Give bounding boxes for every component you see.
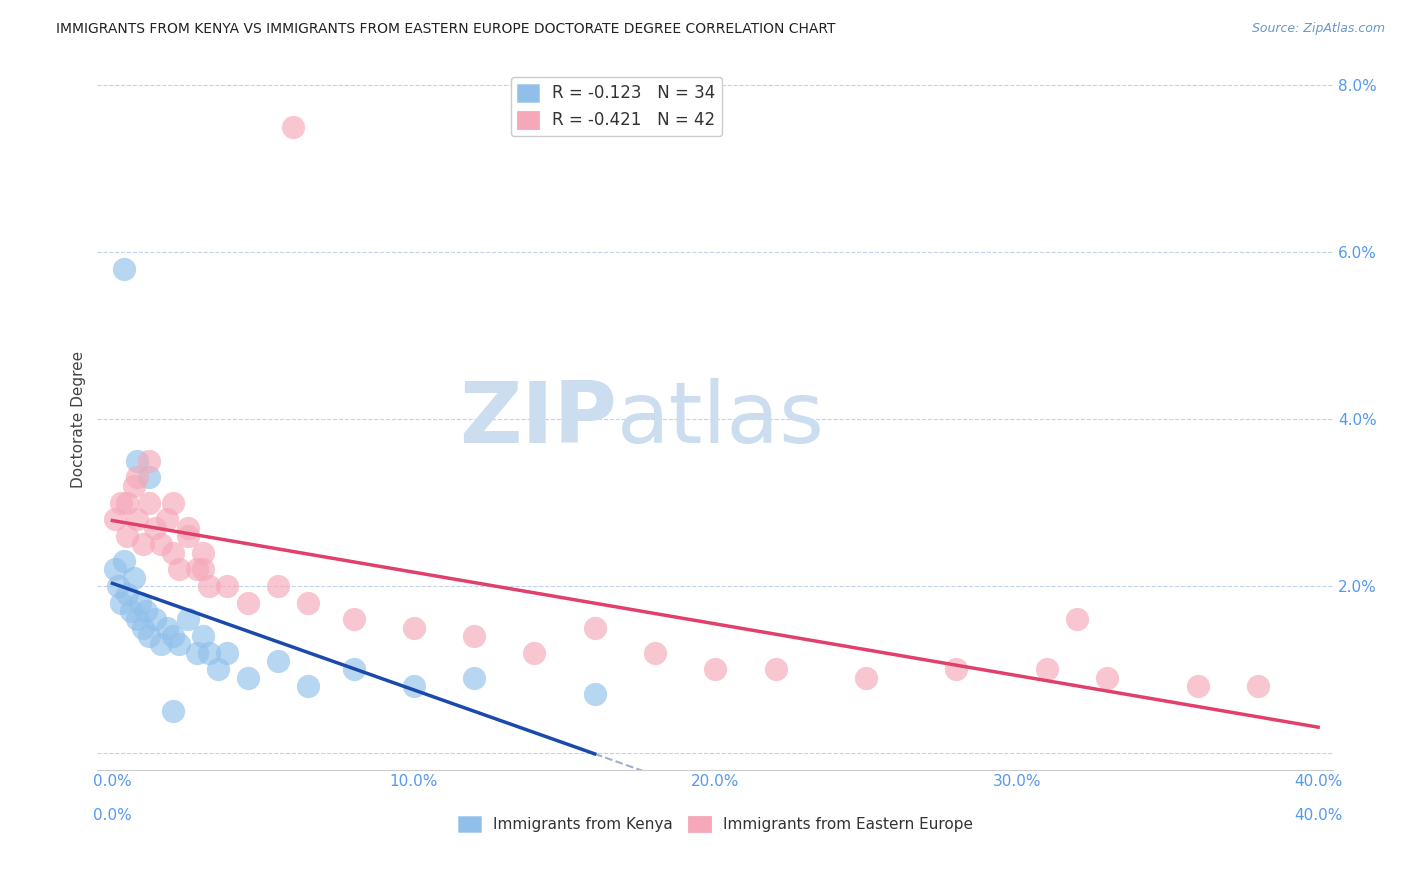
- Point: [117, 529, 139, 543]
- Point: [162, 629, 184, 643]
- Point: [191, 629, 214, 643]
- Point: [342, 612, 364, 626]
- Point: [463, 629, 485, 643]
- Point: [117, 587, 139, 601]
- Point: [110, 495, 132, 509]
- Point: [236, 671, 259, 685]
- Point: [186, 562, 208, 576]
- Point: [125, 470, 148, 484]
- Point: [1095, 671, 1118, 685]
- Point: [114, 554, 136, 568]
- Point: [149, 637, 172, 651]
- Point: [191, 562, 214, 576]
- Point: [162, 704, 184, 718]
- Point: [167, 637, 190, 651]
- Point: [1247, 679, 1270, 693]
- Point: [402, 679, 425, 693]
- Point: [138, 495, 160, 509]
- Point: [177, 612, 200, 626]
- Point: [177, 529, 200, 543]
- Point: [156, 621, 179, 635]
- Point: [125, 512, 148, 526]
- Point: [1187, 679, 1209, 693]
- Point: [215, 646, 238, 660]
- Point: [402, 621, 425, 635]
- Point: [162, 545, 184, 559]
- Point: [342, 662, 364, 676]
- Point: [143, 520, 166, 534]
- Point: [125, 454, 148, 468]
- Point: [583, 688, 606, 702]
- Point: [855, 671, 877, 685]
- Point: [143, 612, 166, 626]
- Point: [297, 596, 319, 610]
- Point: [114, 261, 136, 276]
- Point: [122, 571, 145, 585]
- Text: 0.0%: 0.0%: [93, 808, 132, 823]
- Point: [107, 579, 129, 593]
- Point: [135, 604, 157, 618]
- Point: [149, 537, 172, 551]
- Point: [186, 646, 208, 660]
- Point: [463, 671, 485, 685]
- Point: [122, 479, 145, 493]
- Point: [128, 596, 150, 610]
- Point: [945, 662, 967, 676]
- Point: [162, 495, 184, 509]
- Point: [523, 646, 546, 660]
- Text: IMMIGRANTS FROM KENYA VS IMMIGRANTS FROM EASTERN EUROPE DOCTORATE DEGREE CORRELA: IMMIGRANTS FROM KENYA VS IMMIGRANTS FROM…: [56, 22, 835, 37]
- Point: [191, 545, 214, 559]
- Point: [138, 454, 160, 468]
- Point: [104, 512, 127, 526]
- Point: [704, 662, 727, 676]
- Y-axis label: Doctorate Degree: Doctorate Degree: [72, 351, 86, 488]
- Point: [267, 579, 290, 593]
- Point: [236, 596, 259, 610]
- Text: ZIP: ZIP: [458, 377, 616, 460]
- Point: [198, 646, 221, 660]
- Point: [283, 120, 305, 134]
- Point: [125, 612, 148, 626]
- Text: 40.0%: 40.0%: [1294, 808, 1343, 823]
- Point: [1066, 612, 1088, 626]
- Point: [765, 662, 787, 676]
- Point: [117, 495, 139, 509]
- Point: [297, 679, 319, 693]
- Text: atlas: atlas: [616, 377, 824, 460]
- Point: [198, 579, 221, 593]
- Point: [644, 646, 666, 660]
- Point: [1036, 662, 1059, 676]
- Point: [207, 662, 229, 676]
- Point: [583, 621, 606, 635]
- Point: [177, 520, 200, 534]
- Text: Source: ZipAtlas.com: Source: ZipAtlas.com: [1251, 22, 1385, 36]
- Point: [138, 629, 160, 643]
- Point: [138, 470, 160, 484]
- Point: [104, 562, 127, 576]
- Point: [110, 596, 132, 610]
- Point: [120, 604, 142, 618]
- Point: [156, 512, 179, 526]
- Legend: R = -0.123   N = 34, R = -0.421   N = 42: R = -0.123 N = 34, R = -0.421 N = 42: [510, 77, 723, 136]
- Point: [131, 537, 153, 551]
- Point: [215, 579, 238, 593]
- Point: [167, 562, 190, 576]
- Point: [267, 654, 290, 668]
- Point: [131, 621, 153, 635]
